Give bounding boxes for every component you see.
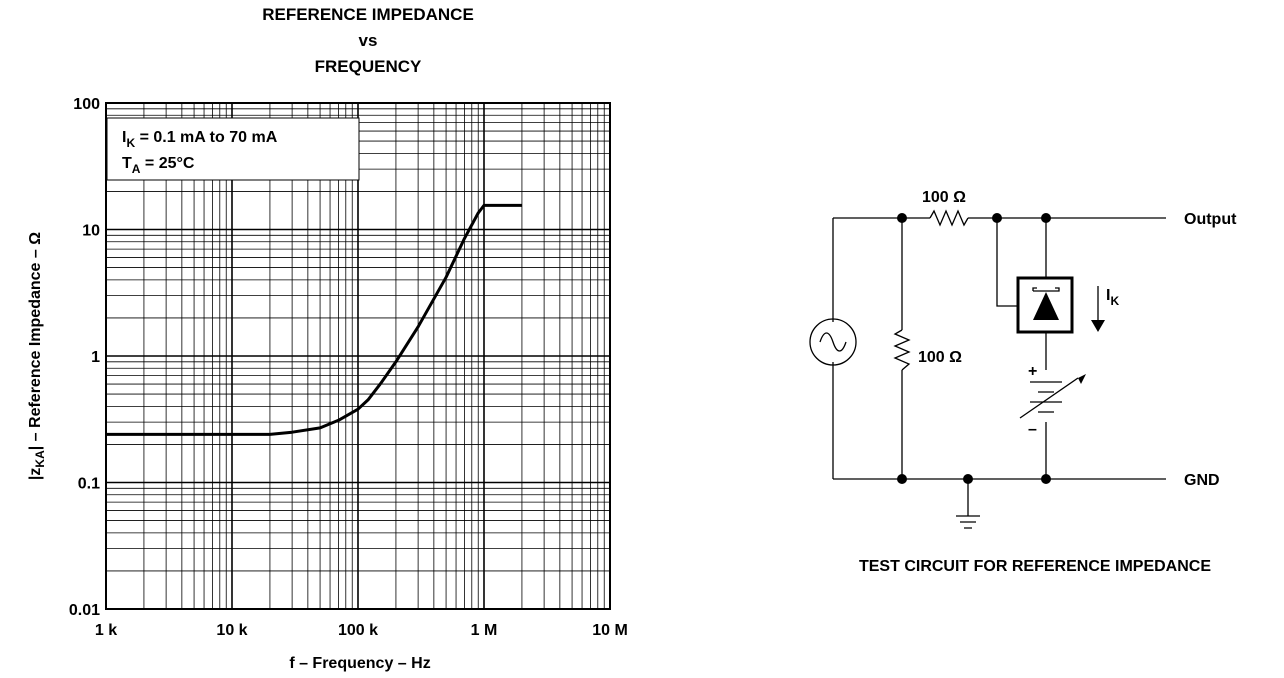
x-tick-label: 1 M xyxy=(471,622,498,639)
y-tick-labels: 0.01 0.1 1 10 100 xyxy=(69,96,100,619)
annotation-temp-subscript: A xyxy=(132,162,141,176)
output-label: Output xyxy=(1184,211,1237,228)
annotation-current-symbol: I xyxy=(122,129,126,146)
ac-source-icon xyxy=(809,318,857,366)
diode-bar xyxy=(1032,287,1060,292)
y-tick-label: 0.01 xyxy=(69,602,100,619)
battery-arrow-head xyxy=(1078,374,1086,384)
chart-title-line-3: FREQUENCY xyxy=(314,57,422,76)
current-label-subscript: K xyxy=(1110,294,1119,308)
series-resistor-label: 100 Ω xyxy=(922,189,966,206)
y-axis-label-suffix: | – Reference Impedance – Ω xyxy=(27,232,44,450)
annotation-background xyxy=(106,117,360,181)
x-tick-label: 100 k xyxy=(338,622,378,639)
y-axis-label-prefix: |z xyxy=(27,468,44,480)
chart-title-line-1: REFERENCE IMPEDANCE xyxy=(262,5,474,24)
chart-title-line-2: vs xyxy=(358,31,378,50)
ground-symbol xyxy=(956,515,980,529)
circuit-caption: TEST CIRCUIT FOR REFERENCE IMPEDANCE xyxy=(858,558,1211,575)
plot-frame xyxy=(105,102,611,610)
node-dot xyxy=(1041,213,1051,223)
diode-triangle xyxy=(1033,292,1059,320)
annotation-temp-symbol: T xyxy=(122,155,132,172)
x-tick-label: 1 k xyxy=(95,622,117,639)
resistor-series xyxy=(929,209,969,227)
annotation-current-subscript: K xyxy=(126,136,135,150)
battery-adjust-line xyxy=(1019,377,1079,419)
battery-minus-label: – xyxy=(1028,421,1037,438)
annotation-line-1: IK = 0.1 mA to 70 mA xyxy=(122,129,278,150)
node-dot xyxy=(897,474,907,484)
y-tick-label: 0.1 xyxy=(78,476,100,493)
test-circuit: 100 Ω 100 Ω IK + – Output GND xyxy=(809,189,1237,529)
x-tick-label: 10 M xyxy=(592,622,628,639)
node-dot xyxy=(992,213,1002,223)
node-dot xyxy=(897,213,907,223)
ac-sine xyxy=(819,332,847,352)
y-tick-label: 10 xyxy=(82,223,100,240)
node-dot xyxy=(1041,474,1051,484)
current-label: IK xyxy=(1106,287,1119,308)
annotation-box: IK = 0.1 mA to 70 mA TA = 25°C xyxy=(106,117,360,181)
x-axis-label: f – Frequency – Hz xyxy=(289,655,430,672)
battery-plates xyxy=(1030,381,1062,413)
y-axis-label: |zKA| – Reference Impedance – Ω xyxy=(27,232,47,480)
impedance-chart: IK = 0.1 mA to 70 mA TA = 25°C 1 k 10 k 10… xyxy=(27,96,628,672)
y-tick-label: 100 xyxy=(73,96,100,113)
annotation-current-range: = 0.1 mA to 70 mA xyxy=(135,129,278,146)
battery-plus-label: + xyxy=(1028,363,1037,380)
y-axis-label-subscript: KA xyxy=(33,450,47,468)
node-dot xyxy=(963,474,973,484)
wire-ref xyxy=(996,218,1018,307)
current-label-main: I xyxy=(1106,287,1110,304)
current-arrow-head xyxy=(1091,320,1105,332)
gnd-label: GND xyxy=(1184,472,1220,489)
reference-device-box xyxy=(1016,276,1074,334)
x-tick-labels: 1 k 10 k 100 k 1 M 10 M xyxy=(95,622,628,639)
shunt-resistor-label: 100 Ω xyxy=(918,349,962,366)
annotation-line-2: TA = 25°C xyxy=(122,155,195,176)
x-tick-label: 10 k xyxy=(216,622,247,639)
y-tick-label: 1 xyxy=(91,349,100,366)
annotation-temp-value: = 25°C xyxy=(140,155,194,172)
resistor-shunt xyxy=(893,329,911,371)
impedance-curve xyxy=(106,203,522,436)
